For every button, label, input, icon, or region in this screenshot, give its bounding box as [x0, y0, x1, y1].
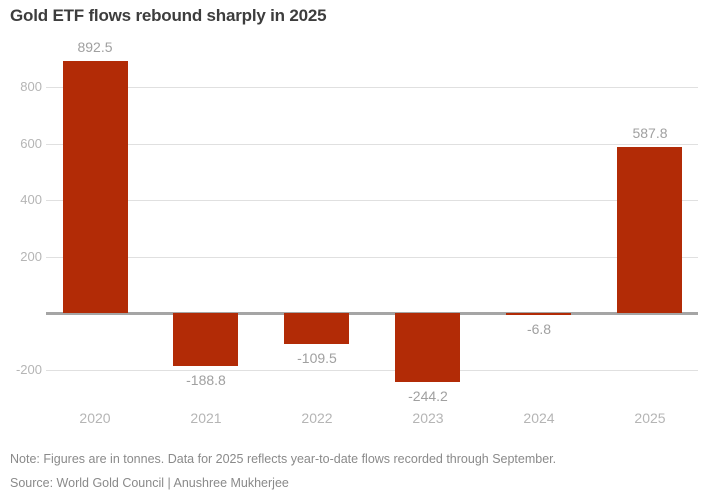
bar-2024 [506, 313, 571, 315]
data-label-2021: -188.8 [186, 372, 226, 388]
chart-source: Source: World Gold Council | Anushree Mu… [10, 476, 289, 490]
y-tick-label--200: -200 [15, 362, 42, 377]
data-label-2020: 892.5 [77, 39, 113, 55]
bar-2021 [173, 313, 238, 366]
x-tick-label-2022: 2022 [301, 410, 333, 426]
x-tick-label-2025: 2025 [634, 410, 666, 426]
y-tick-label-200: 200 [20, 249, 42, 264]
chart-note: Note: Figures are in tonnes. Data for 20… [10, 452, 557, 466]
gridline-600 [46, 144, 698, 145]
x-tick-label-2021: 2021 [190, 410, 222, 426]
y-tick-label-600: 600 [20, 136, 42, 151]
x-tick-label-2020: 2020 [79, 410, 111, 426]
zero-axis-line [46, 312, 698, 315]
bar-2025 [617, 147, 682, 313]
y-tick-label-800: 800 [20, 79, 42, 94]
bar-2020 [63, 61, 128, 313]
x-tick-label-2024: 2024 [523, 410, 555, 426]
data-label-2023: -244.2 [408, 388, 448, 404]
gridline-200 [46, 257, 698, 258]
chart-title: Gold ETF flows rebound sharply in 2025 [10, 6, 327, 25]
data-label-2022: -109.5 [297, 350, 337, 366]
data-label-2024: -6.8 [526, 321, 552, 337]
y-tick-label-400: 400 [20, 192, 42, 207]
bar-2022 [284, 313, 349, 344]
gridline--200 [46, 370, 698, 371]
gridline-400 [46, 200, 698, 201]
bar-2023 [395, 313, 460, 382]
x-tick-label-2023: 2023 [412, 410, 444, 426]
gridline-800 [46, 87, 698, 88]
data-label-2025: 587.8 [632, 125, 668, 141]
